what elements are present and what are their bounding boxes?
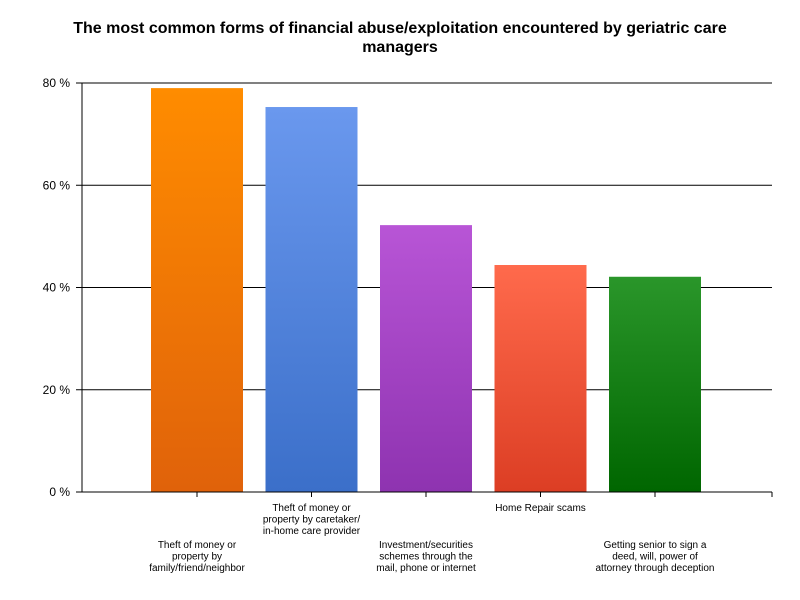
y-tick-label: 40 % (43, 281, 71, 295)
x-category-label: property by caretaker/ (263, 515, 360, 526)
y-axis-ticks: 0 % 20 % 40 % 60 % 80 % (43, 76, 82, 499)
x-category-label: deed, will, power of (612, 552, 698, 563)
y-tick-label: 80 % (43, 76, 71, 90)
x-category-label: Getting senior to sign a (604, 540, 707, 551)
x-category-label: Investment/securities (379, 540, 473, 551)
bars (151, 88, 701, 493)
bar (265, 107, 358, 492)
bar (494, 265, 587, 492)
y-tick-label: 20 % (43, 383, 71, 397)
x-category-label: Theft of money or (272, 503, 351, 514)
bar (609, 276, 701, 492)
x-category-label: property by (172, 552, 222, 563)
y-tick-label: 0 % (49, 485, 70, 499)
x-category-label: in-home care provider (263, 526, 361, 537)
bar (380, 225, 472, 492)
x-category-label: schemes through the (379, 552, 473, 563)
x-category-label: family/friend/neighbor (149, 563, 245, 574)
bar (151, 88, 243, 493)
chart-title-line: managers (362, 39, 438, 56)
x-category-label: mail, phone or internet (376, 563, 476, 574)
chart-title: The most common forms of financial abuse… (73, 20, 727, 56)
chart-title-line: The most common forms of financial abuse… (73, 20, 727, 37)
x-category-label: attorney through deception (596, 563, 715, 574)
x-category-label: Theft of money or (158, 540, 237, 551)
x-category-label: Home Repair scams (495, 503, 586, 514)
y-tick-label: 60 % (43, 178, 71, 192)
